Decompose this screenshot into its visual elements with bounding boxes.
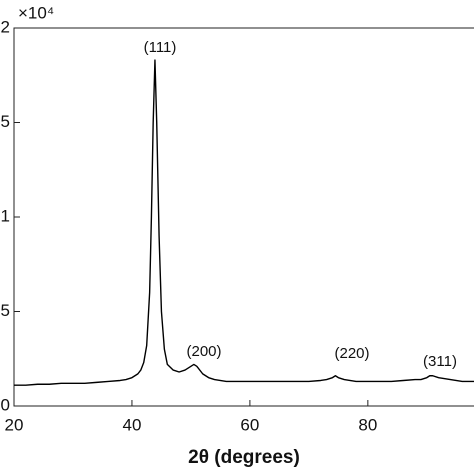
xrd-line — [14, 59, 474, 386]
annotation: (311) — [423, 353, 457, 370]
annotation: (220) — [334, 345, 369, 362]
x-axis-label: 2θ (degrees) — [188, 447, 300, 468]
annotation: (111) — [144, 39, 177, 56]
annotation: (200) — [186, 343, 221, 360]
x-tick-label: 80 — [358, 415, 377, 434]
y-tick-label: 0.5 — [0, 301, 10, 320]
y-tick-label: 0 — [1, 395, 10, 414]
x-tick-label: 60 — [240, 415, 259, 434]
x-tick-label: 40 — [122, 415, 141, 434]
y-tick-label: 1.5 — [0, 112, 10, 131]
y-tick-label: 2 — [1, 17, 10, 36]
y-tick-label: 1 — [1, 206, 10, 225]
y-exponent: ×10⁴ — [18, 3, 54, 22]
x-tick-label: 20 — [5, 415, 24, 434]
plot-frame — [13, 27, 474, 407]
